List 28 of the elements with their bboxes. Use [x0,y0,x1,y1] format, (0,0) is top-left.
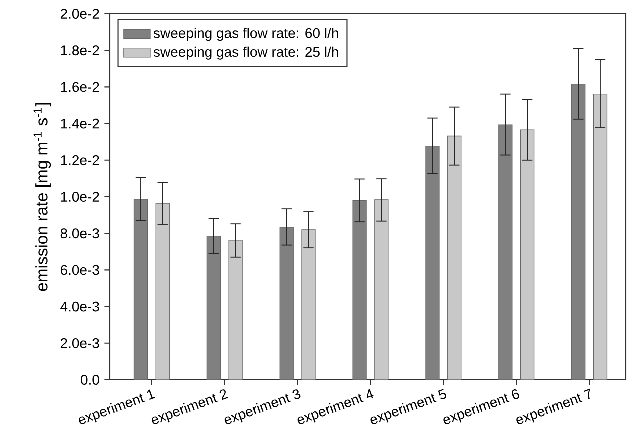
bar [498,124,513,380]
y-tick-label: 0.0 [81,375,100,385]
bar [228,240,243,380]
y-tick-label: 1.2e-2 [61,155,100,166]
bar [448,136,462,380]
bar [593,94,608,380]
bar [302,230,316,380]
y-axis-title: emission rate [mg m$^{-1}$ s$^{-1}$] [34,103,52,292]
bar [374,200,389,380]
bar [156,203,170,380]
legend-label: sweeping gas flow rate: 25 l/h [154,46,338,60]
bar [352,200,367,380]
y-tick-label: 6.0e-3 [60,265,100,276]
y-tick-label: 1.6e-2 [61,82,100,92]
y-tick-label: 8.0e-3 [60,228,100,239]
y-tick-label: 1.4e-2 [61,118,100,129]
bar [134,199,148,380]
bar [206,236,222,380]
y-tick-label: 2.0e-2 [60,9,100,19]
bar [572,84,586,380]
legend-label: sweeping gas flow rate: 60 l/h [154,28,338,42]
bar [520,130,535,380]
bar [426,146,440,380]
y-tick-label: 1.8e-2 [61,46,100,56]
y-tick-label: 4.0e-3 [60,302,100,312]
y-tick-label: 1.0e-2 [61,192,100,202]
bar [280,227,294,380]
y-tick-label: 2.0e-3 [60,338,100,348]
